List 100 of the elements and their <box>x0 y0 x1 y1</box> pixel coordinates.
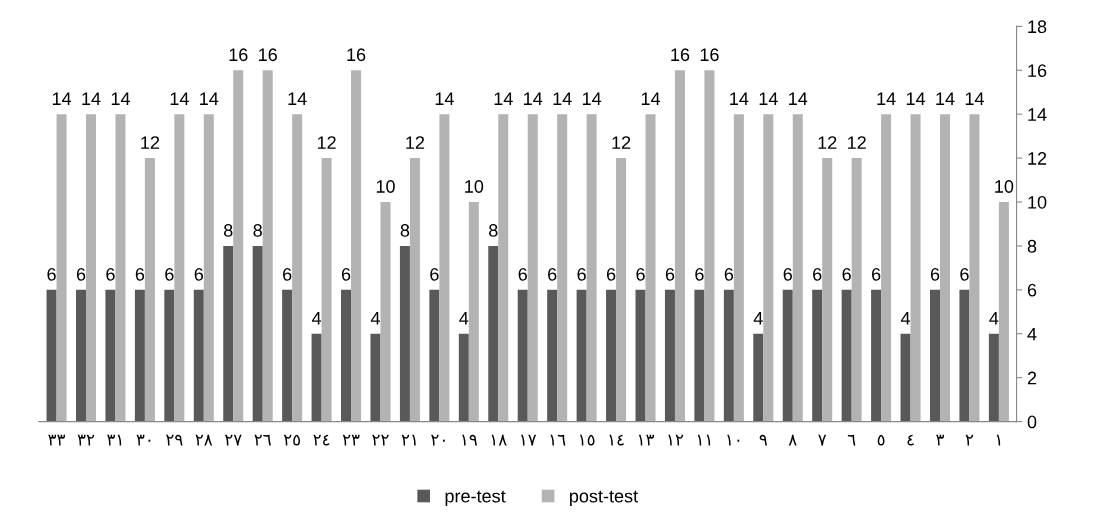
data-label: 6 <box>548 267 557 281</box>
bar <box>782 289 793 422</box>
data-label: 4 <box>311 312 322 325</box>
x-tick-label: ٥ <box>877 434 885 446</box>
data-label: 6 <box>842 267 851 281</box>
y-tick-label: 8 <box>1027 239 1037 253</box>
x-tick-label: ٣٠ <box>136 434 151 446</box>
bar <box>635 289 646 422</box>
bar <box>753 333 764 422</box>
data-label: 6 <box>76 267 86 281</box>
bar <box>458 333 469 422</box>
x-tick-label: ١٠ <box>727 434 740 446</box>
bar <box>606 289 617 422</box>
data-label: 12 <box>612 136 631 149</box>
bar <box>822 158 833 422</box>
bar <box>763 114 774 422</box>
x-tick-label: ٣١ <box>107 434 122 446</box>
bar <box>517 289 528 422</box>
legend-label: post-test <box>570 490 638 507</box>
bar <box>723 289 734 422</box>
data-label: 14 <box>789 92 808 105</box>
data-label: 14 <box>524 92 543 105</box>
data-label: 14 <box>288 92 307 105</box>
data-label: 10 <box>376 180 395 193</box>
bar <box>429 289 440 422</box>
bar <box>380 202 391 422</box>
data-label: 10 <box>995 180 1014 193</box>
x-tick-label: ٢٤ <box>313 434 330 446</box>
bar <box>439 114 450 422</box>
x-tick-label: ٢٧ <box>224 434 242 446</box>
y-tick-label: 14 <box>1028 108 1047 121</box>
bar <box>193 289 204 422</box>
bar <box>223 245 234 422</box>
x-tick-label: ٢ <box>965 434 974 446</box>
bar <box>664 289 675 422</box>
bar <box>645 114 656 422</box>
data-label: 10 <box>465 180 484 193</box>
data-label: 4 <box>459 312 469 325</box>
data-label: 16 <box>347 48 366 62</box>
bar <box>86 114 97 422</box>
data-label: 14 <box>553 92 572 105</box>
bar <box>262 70 273 422</box>
bar <box>929 289 940 422</box>
bar <box>586 114 597 422</box>
bar <box>75 289 86 422</box>
bar <box>694 289 705 422</box>
bar <box>900 333 911 422</box>
x-tick-label: ٢٩ <box>166 434 183 446</box>
x-tick-label: ٢٢ <box>372 434 389 446</box>
bar <box>547 289 558 422</box>
bar <box>616 158 627 422</box>
bar <box>969 114 980 422</box>
bar <box>174 114 185 422</box>
x-tick-label: ١٢ <box>668 434 684 446</box>
data-label: 14 <box>111 92 130 105</box>
bar <box>134 289 145 422</box>
x-tick-label: ١ <box>996 434 1001 446</box>
x-tick-label: ٢٦ <box>254 434 271 446</box>
data-label: 6 <box>930 267 940 281</box>
bar <box>812 289 823 422</box>
bar <box>370 333 381 422</box>
bar <box>557 114 568 422</box>
y-tick-label: 0 <box>1027 415 1037 429</box>
data-label: 14 <box>759 92 778 105</box>
bar <box>998 202 1009 422</box>
data-label: 6 <box>695 267 704 281</box>
data-label: 14 <box>82 92 101 105</box>
x-tick-label: ٣ <box>936 434 944 446</box>
y-tick-label: 18 <box>1028 20 1047 34</box>
bar <box>399 245 410 422</box>
data-label: 6 <box>813 267 822 281</box>
data-label: 8 <box>253 224 262 237</box>
x-tick-label: ٢٥ <box>283 434 300 446</box>
bar <box>733 114 744 422</box>
data-label: 14 <box>582 92 602 105</box>
bar <box>252 245 263 422</box>
bar <box>164 289 175 422</box>
x-tick-label: ٢٣ <box>342 434 360 446</box>
bar <box>46 289 57 422</box>
x-tick-label: ١٤ <box>609 434 624 446</box>
bar <box>115 114 126 422</box>
x-tick-label: ١٧ <box>521 434 537 446</box>
data-label: 14 <box>641 92 661 105</box>
bar <box>311 333 322 422</box>
bar <box>940 114 951 422</box>
bar <box>851 158 862 422</box>
bar <box>841 289 852 422</box>
data-label: 6 <box>106 267 115 281</box>
data-label: 12 <box>406 136 425 149</box>
data-label: 6 <box>47 267 56 281</box>
bar <box>498 114 509 422</box>
bar <box>341 289 352 422</box>
bar <box>871 289 882 422</box>
data-label: 6 <box>341 267 351 281</box>
data-label: 6 <box>665 267 675 281</box>
bar <box>203 114 214 422</box>
bar <box>409 158 420 422</box>
data-label: 14 <box>906 92 926 105</box>
bar <box>233 70 244 422</box>
data-label: 14 <box>170 92 189 105</box>
